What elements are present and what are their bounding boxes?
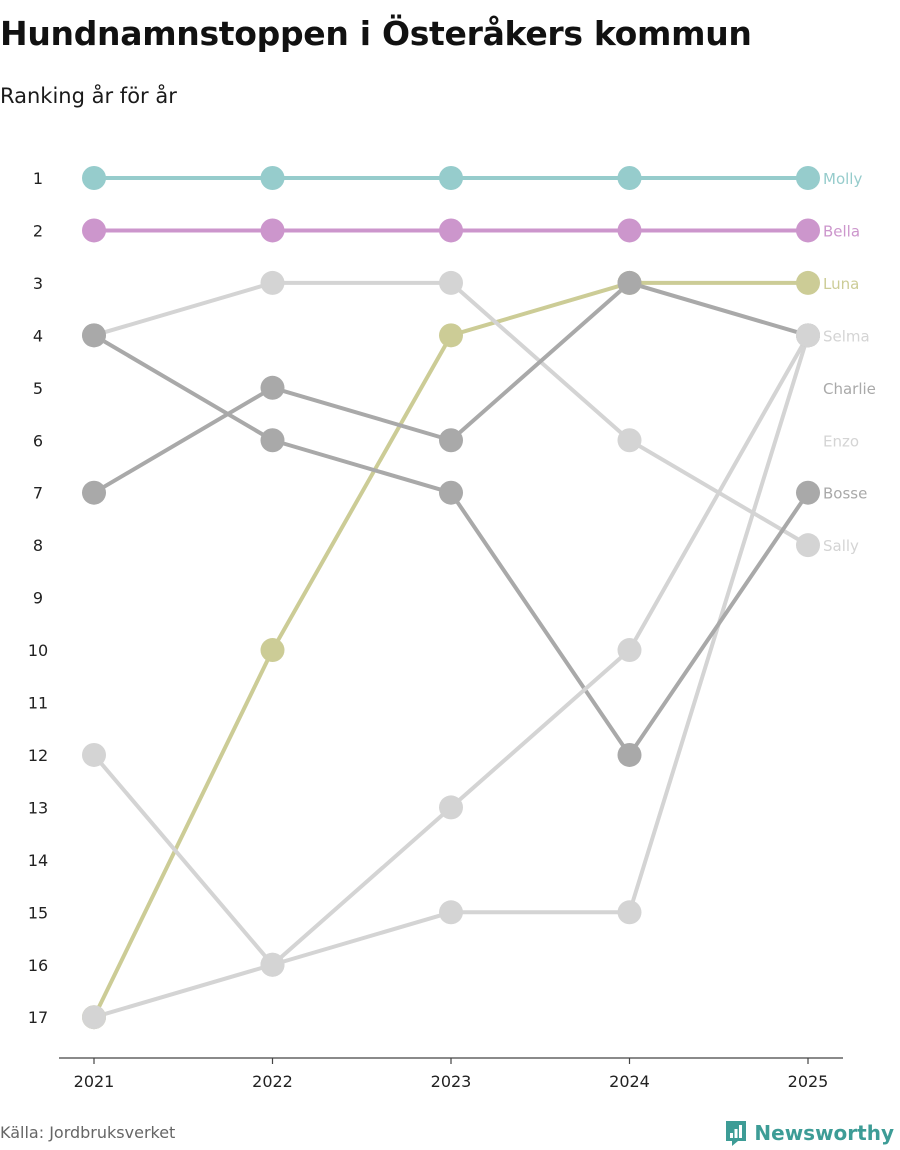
- series-line-charlie: [92, 280, 810, 495]
- series-line-bosse: [92, 333, 810, 757]
- end-labels: Molly Bella Luna Selma Charlie Enzo Bosse Sally: [823, 170, 876, 555]
- point-sally-2022: [260, 952, 285, 977]
- point-selma-2024: [617, 428, 642, 453]
- series-points: [82, 166, 820, 1030]
- y-tick-label: 2: [33, 221, 43, 240]
- point-sally-2024: [617, 638, 642, 663]
- y-tick-label: 5: [33, 379, 43, 398]
- point-selma-2025: [796, 533, 820, 558]
- y-tick-label: 9: [33, 589, 43, 608]
- point-bella-2022: [260, 218, 285, 243]
- series-lines: [92, 176, 810, 1020]
- x-tick-label: 2024: [609, 1072, 650, 1091]
- y-tick-label: 17: [28, 1008, 48, 1027]
- y-tick-label: 13: [28, 798, 48, 817]
- end-label-luna: Luna: [823, 275, 859, 293]
- point-charlie-2023: [439, 428, 463, 453]
- y-tick-label: 4: [33, 326, 43, 345]
- point-sally-2025: [796, 323, 820, 348]
- point-luna-2025: [796, 270, 820, 295]
- point-bosse-2022: [260, 428, 285, 453]
- x-tick-label: 2023: [431, 1072, 472, 1091]
- x-tick-label: 2025: [788, 1072, 829, 1091]
- point-bosse-2023: [439, 480, 463, 505]
- end-label-bosse: Bosse: [823, 485, 867, 503]
- point-sally-2023: [439, 795, 463, 820]
- chart-title: Hundnamnstoppen i Österåkers kommun: [0, 14, 752, 53]
- y-tick-label: 3: [33, 274, 43, 293]
- point-enzo-2021: [82, 742, 106, 767]
- point-luna-2023: [439, 323, 463, 348]
- point-bosse-2021: [82, 323, 106, 348]
- point-bosse-2025: [796, 480, 820, 505]
- brand-logo: Newsworthy: [724, 1119, 894, 1147]
- y-tick-label: 15: [28, 903, 48, 922]
- source-note: Källa: Jordbruksverket: [0, 1123, 176, 1142]
- y-tick-label: 14: [28, 851, 48, 870]
- y-tick-label: 6: [33, 431, 43, 450]
- y-tick-label: 11: [28, 694, 48, 713]
- point-bosse-2024: [617, 742, 642, 767]
- point-sally-2021: [82, 1005, 106, 1030]
- point-enzo-2024: [617, 900, 642, 925]
- y-tick-label: 1: [33, 169, 43, 188]
- chart-subtitle: Ranking år för år: [0, 84, 177, 108]
- point-charlie-2022: [260, 375, 285, 400]
- point-molly-2023: [439, 166, 463, 190]
- point-bella-2025: [796, 218, 820, 243]
- point-molly-2021: [82, 166, 106, 190]
- end-label-molly: Molly: [823, 170, 862, 188]
- point-selma-2022: [260, 270, 285, 295]
- y-tick-label: 16: [28, 956, 48, 975]
- end-label-charlie: Charlie: [823, 380, 876, 398]
- y-tick-label: 7: [33, 484, 43, 503]
- end-label-bella: Bella: [823, 222, 860, 240]
- point-bella-2023: [439, 218, 463, 243]
- y-tick-label: 10: [28, 641, 48, 660]
- point-molly-2024: [617, 166, 642, 190]
- point-molly-2025: [796, 166, 820, 190]
- end-label-sally: Sally: [823, 537, 859, 555]
- x-tick-label: 2022: [252, 1072, 293, 1091]
- point-charlie-2021: [82, 480, 106, 505]
- point-selma-2023: [439, 270, 463, 295]
- end-label-enzo: Enzo: [823, 432, 859, 450]
- series-line-selma: [92, 280, 810, 548]
- y-tick-label: 8: [33, 536, 43, 555]
- y-tick-label: 12: [28, 746, 48, 765]
- x-axis: 2021 2022 2023 2024 2025: [59, 1057, 843, 1091]
- point-bella-2024: [617, 218, 642, 243]
- point-molly-2022: [260, 166, 285, 190]
- x-tick-label: 2021: [74, 1072, 115, 1091]
- brand-name: Newsworthy: [754, 1121, 894, 1145]
- point-luna-2022: [260, 638, 285, 663]
- point-charlie-2024: [617, 270, 642, 295]
- point-bella-2021: [82, 218, 106, 243]
- newsworthy-logo-icon: [726, 1121, 747, 1146]
- point-enzo-2023: [439, 900, 463, 925]
- end-label-selma: Selma: [823, 327, 870, 345]
